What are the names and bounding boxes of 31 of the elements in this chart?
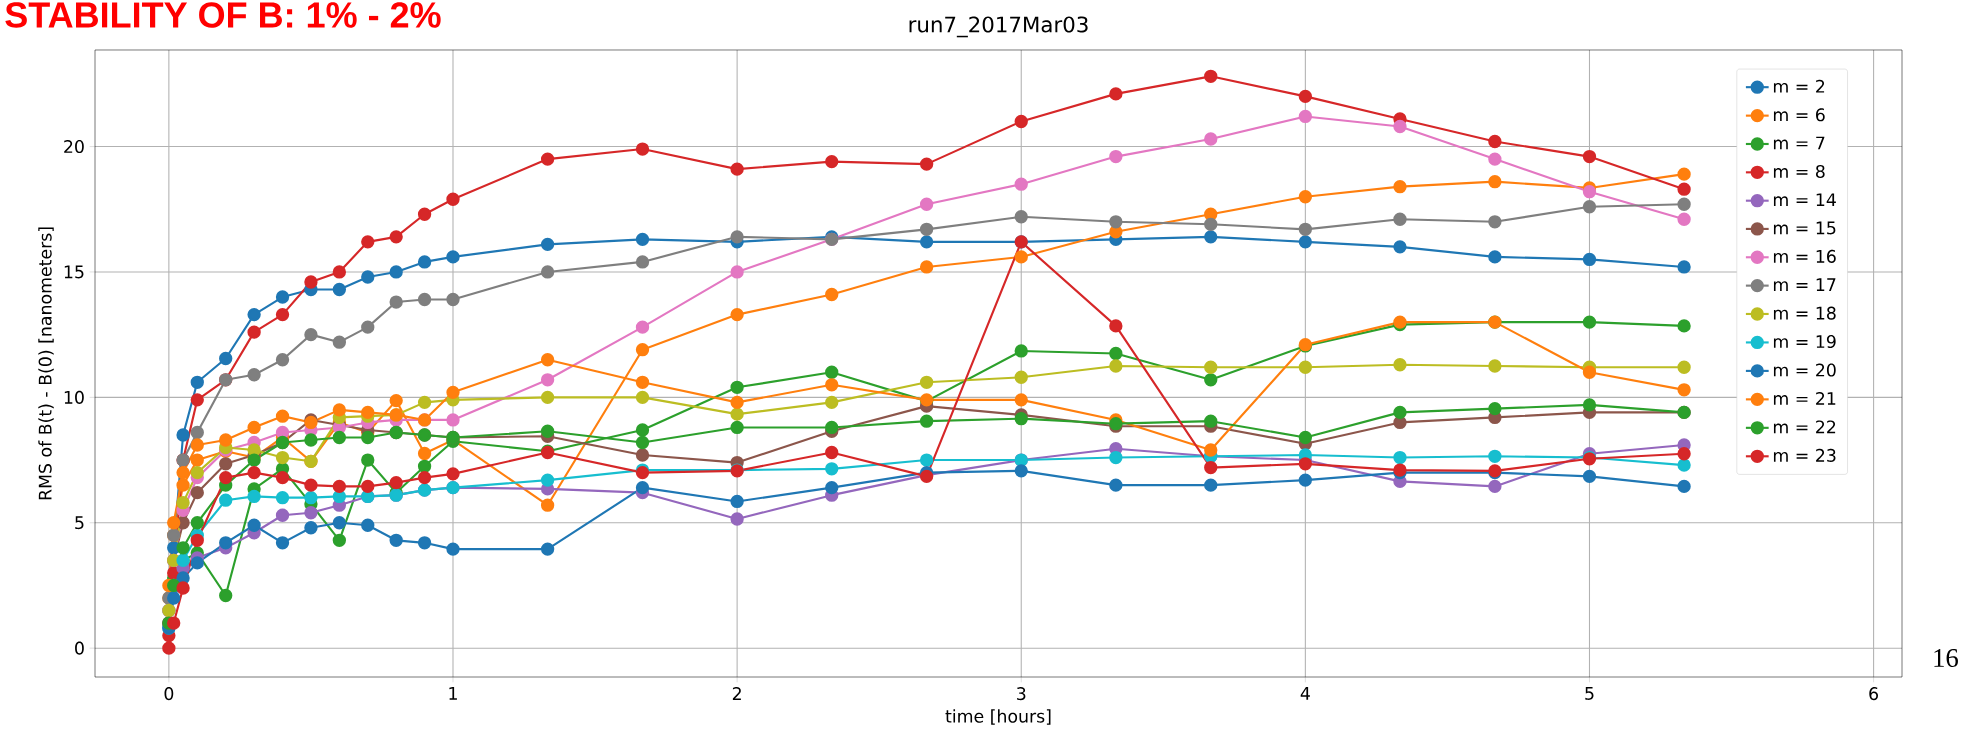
legend-label: m = 7 [1773, 136, 1825, 150]
text: 16 [1934, 649, 1958, 667]
legend-label: m = 20 [1773, 363, 1836, 377]
y-tick-label: 20 [64, 140, 84, 154]
y-tick-label: 5 [75, 516, 84, 530]
y-tick-label: 0 [75, 641, 84, 655]
legend-label: m = 19 [1773, 335, 1836, 349]
legend-label: m = 6 [1773, 108, 1825, 122]
legend-label: m = 23 [1773, 448, 1836, 462]
legend-label: m = 18 [1773, 306, 1836, 320]
x-tick-label: 5 [1585, 687, 1594, 700]
legend-label: m = 16 [1773, 249, 1836, 263]
legend-label: m = 21 [1773, 391, 1836, 405]
legend-label: m = 17 [1773, 278, 1836, 291]
x-tick-label: 4 [1300, 687, 1310, 700]
y-tick-label: 10 [64, 390, 84, 404]
y-tick-label: 15 [64, 265, 84, 279]
x-tick-label: 2 [732, 687, 741, 700]
x-axis-title: time [hours] [945, 709, 1051, 725]
x-tick-label: 1 [449, 687, 457, 700]
x-tick-label: 3 [1017, 687, 1026, 701]
legend-label: m = 15 [1773, 221, 1836, 235]
legend-label: m = 8 [1773, 164, 1825, 179]
x-tick-label: 0 [164, 687, 174, 701]
legend-label: m = 14 [1773, 193, 1836, 207]
legend-label: m = 22 [1773, 420, 1836, 434]
y-axis-title: RMS of B(t) - B(0) [nanometers] [38, 227, 54, 500]
legend-label: m = 2 [1773, 79, 1825, 93]
text: STABILITY OF B: 1% - 2% [5, 2, 441, 28]
x-tick-label: 6 [1869, 687, 1879, 701]
chart-title: run7_2017Mar03 [909, 16, 1088, 38]
